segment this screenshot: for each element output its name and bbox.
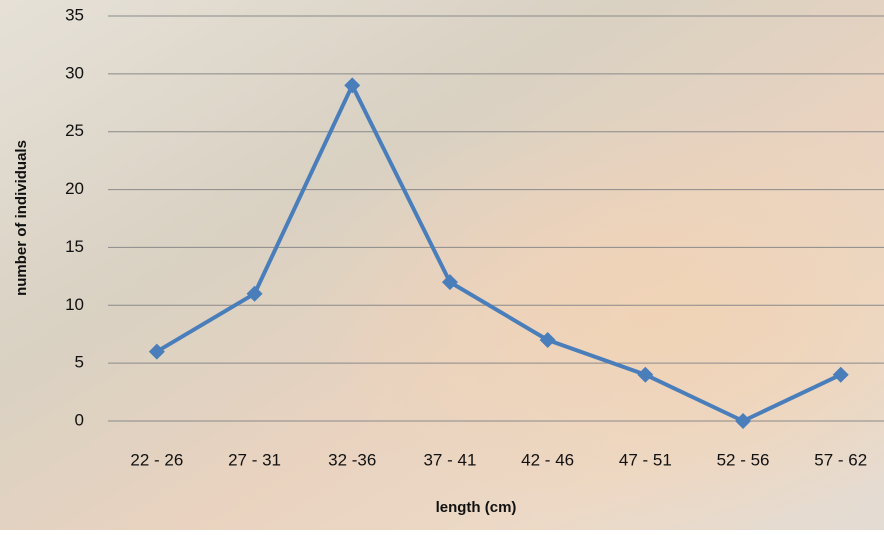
y-tick-label: 20	[65, 179, 84, 198]
y-tick-label: 15	[65, 237, 84, 256]
y-axis-title: number of individuals	[13, 140, 30, 296]
y-tick-label: 25	[65, 121, 84, 140]
y-tick-label: 5	[75, 353, 84, 372]
x-tick-label: 47 - 51	[619, 450, 672, 469]
y-tick-label: 35	[65, 5, 84, 24]
chart: length (cm) number of individuals 0 5 10 15…	[0, 0, 884, 530]
x-tick-label: 52 - 56	[717, 450, 770, 469]
x-tick-label: 57 - 62	[814, 450, 867, 469]
x-tick-label: 27 - 31	[228, 450, 281, 469]
x-tick-label: 37 - 41	[423, 450, 476, 469]
page: {"chart_data": {"type": "line", "x_label…	[0, 0, 884, 530]
x-axis-title: length (cm)	[436, 499, 517, 516]
x-tick-label: 42 - 46	[521, 450, 574, 469]
x-tick-label: 32 -36	[328, 450, 376, 469]
x-tick-label: 22 - 26	[130, 450, 183, 469]
y-tick-label: 30	[65, 63, 84, 82]
y-tick-label: 10	[65, 295, 84, 314]
y-tick-label: 0	[75, 410, 84, 429]
